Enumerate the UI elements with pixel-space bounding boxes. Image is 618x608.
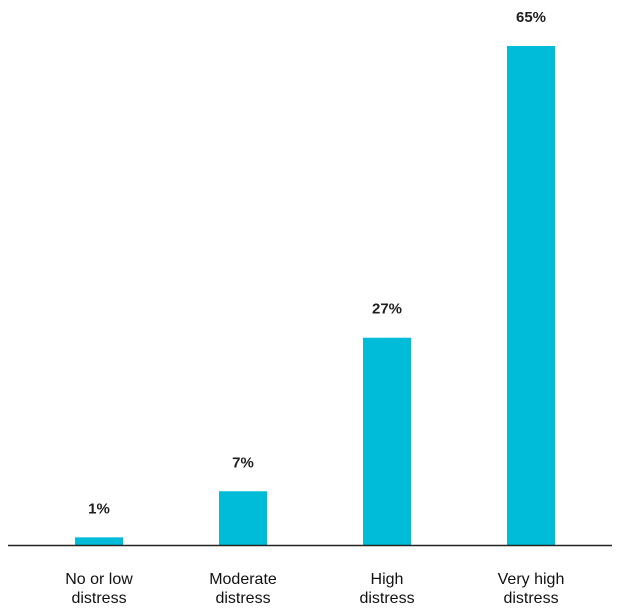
- bars-group: [75, 46, 555, 545]
- bar-3: [507, 46, 555, 545]
- bar-2: [363, 337, 411, 545]
- category-label-3-line-0: Very high: [498, 571, 565, 588]
- value-label-2: 27%: [372, 301, 402, 318]
- value-label-0: 1%: [88, 500, 110, 517]
- category-label-0-line-0: No or low: [65, 571, 133, 588]
- category-label-0-line-1: distress: [71, 590, 126, 607]
- category-label-2-line-1: distress: [359, 590, 414, 607]
- value-labels-group: 1% 7% 27% 65%: [88, 9, 546, 517]
- category-label-2-line-0: High: [371, 571, 404, 588]
- category-labels-group: No or low distress Moderate distress High dis…: [65, 571, 564, 607]
- category-label-3-line-1: distress: [503, 590, 558, 607]
- bar-1: [219, 491, 267, 545]
- bar-0: [75, 537, 123, 545]
- value-label-3: 65%: [516, 9, 546, 26]
- category-label-1-line-0: Moderate: [209, 571, 277, 588]
- category-label-1: Moderate distress: [209, 571, 277, 607]
- category-label-0: No or low distress: [65, 571, 133, 607]
- category-label-2: High distress: [359, 571, 414, 607]
- value-label-1: 7%: [232, 454, 254, 471]
- category-label-3: Very high distress: [498, 571, 565, 607]
- category-label-1-line-1: distress: [215, 590, 270, 607]
